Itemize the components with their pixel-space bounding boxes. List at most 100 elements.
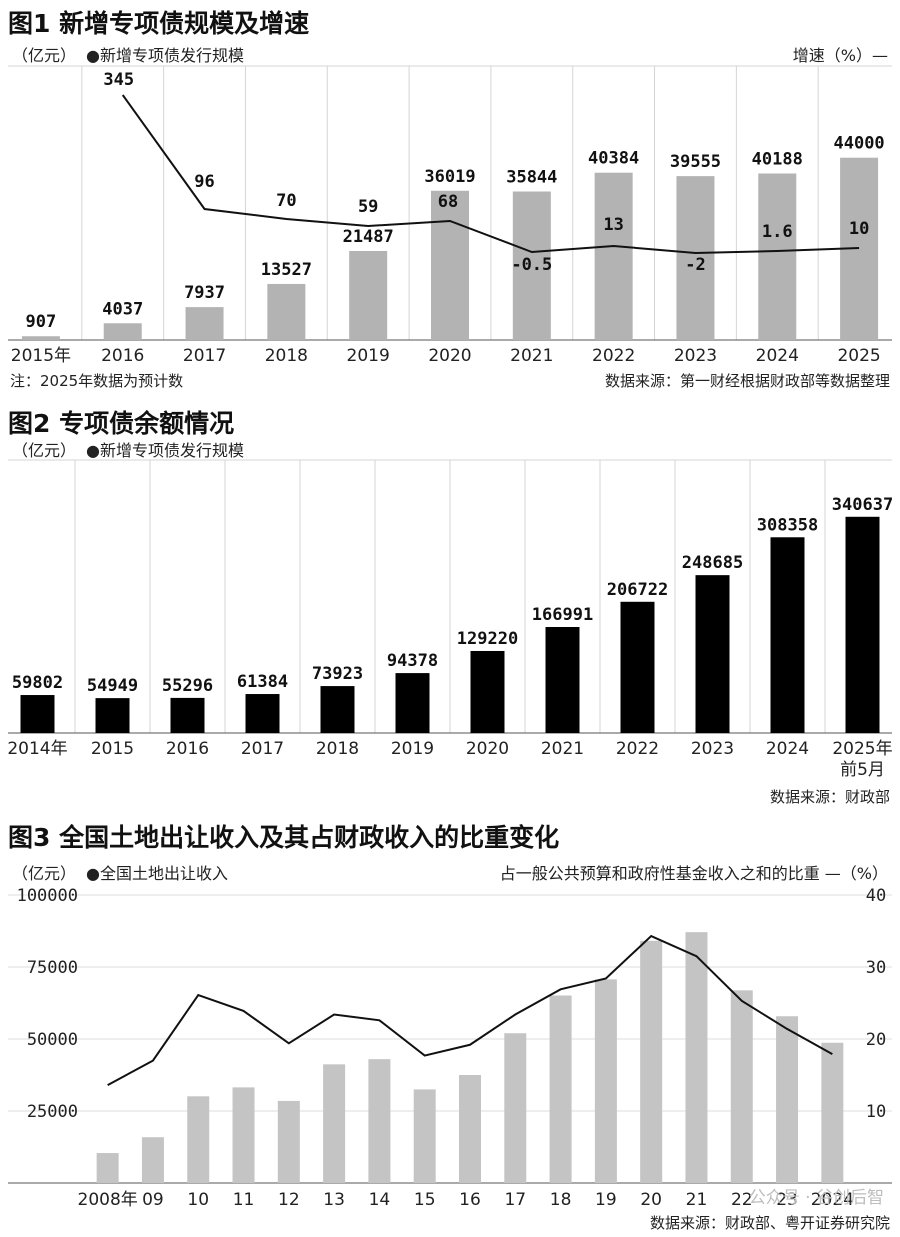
chart1-rate-label: 59 <box>358 197 378 217</box>
chart2-bar-2023 <box>695 575 730 733</box>
chart3-bar-09 <box>141 1137 164 1183</box>
chart1-bar-label: 40384 <box>588 149 639 169</box>
chart3-y-tick-left: 75000 <box>27 958 78 978</box>
chart2-x-tick: 2018 <box>316 739 359 759</box>
chart3-bar-2024 <box>821 1042 844 1183</box>
chart3-bar-19 <box>594 979 617 1183</box>
chart3-bar-14 <box>368 1059 391 1183</box>
chart2-bar-label: 55296 <box>162 676 213 696</box>
chart3-bar-21 <box>685 932 708 1183</box>
chart1-x-tick: 2015年 <box>11 346 71 366</box>
chart2-bar-label: 166991 <box>532 605 593 625</box>
chart3-x-tick: 15 <box>414 1190 436 1210</box>
chart3-x-tick: 17 <box>504 1190 526 1210</box>
chart1-x-tick: 2018 <box>265 346 308 366</box>
chart2-bar-2018 <box>320 686 355 733</box>
chart3-x-tick: 20 <box>640 1190 662 1210</box>
chart2-x-tick: 2025年 <box>832 739 892 759</box>
chart2-bar-2025年 <box>845 516 880 733</box>
chart3-y-tick-left: 50000 <box>27 1030 78 1050</box>
chart3-bar-18 <box>549 995 572 1183</box>
chart1-bar-2020 <box>431 190 469 340</box>
chart3-x-tick: 2008年 <box>78 1190 138 1210</box>
chart2-source: 数据来源：财政部 <box>769 788 890 806</box>
chart2-bar-2017 <box>245 694 280 733</box>
chart1-legend: ●新增专项债发行规模 <box>86 46 244 65</box>
chart3-bar-10 <box>187 1096 210 1183</box>
chart3-bar-16 <box>459 1075 481 1183</box>
chart1-bar-2015年 <box>21 336 60 340</box>
chart2-bar-label: 206722 <box>607 580 668 600</box>
chart3-x-tick: 13 <box>323 1190 345 1210</box>
chart1-x-tick: 2017 <box>183 346 226 366</box>
chart1-bar-label: 907 <box>26 312 57 332</box>
chart1-bar-label: 13527 <box>261 260 312 280</box>
chart2-bar-label: 54949 <box>87 676 138 696</box>
chart1-x-tick: 2021 <box>510 346 553 366</box>
chart2-bar-2021 <box>545 627 580 733</box>
chart3-y-tick-right: 40 <box>866 886 886 906</box>
chart1-x-tick: 2025 <box>837 346 880 366</box>
chart2-x-tick: 2017 <box>241 739 284 759</box>
chart3-legend: ●全国土地出让收入 <box>86 864 228 883</box>
chart1-rate-label: 13 <box>603 215 623 235</box>
chart3-x-tick: 16 <box>459 1190 481 1210</box>
chart2-bar-2020 <box>470 650 505 733</box>
chart3-x-tick: 18 <box>550 1190 572 1210</box>
chart3-bar-13 <box>323 1064 346 1183</box>
watermark: 公众号 · 谷创后智 <box>748 1188 884 1208</box>
chart1-bar-2024 <box>758 173 797 340</box>
chart2-bar-label: 73923 <box>312 664 363 684</box>
chart2-bar-label: 308358 <box>757 515 818 535</box>
chart2-x-tick-line2: 前5月 <box>840 760 885 780</box>
chart2-x-tick: 2023 <box>691 739 734 759</box>
chart1-unit-left: （亿元） <box>12 46 77 65</box>
chart1-bar-label: 36019 <box>424 167 475 187</box>
chart1-bar-2017 <box>185 307 224 340</box>
chart3-x-tick: 12 <box>278 1190 300 1210</box>
chart1-rate-label: 70 <box>276 191 296 211</box>
chart1-source: 数据来源：第一财经根据财政部等数据整理 <box>604 372 890 390</box>
chart3-x-tick: 19 <box>595 1190 617 1210</box>
chart2-bar-label: 59802 <box>12 673 63 693</box>
chart1-note: 注：2025年数据为预计数 <box>10 372 184 390</box>
chart3-bar-20 <box>640 940 663 1183</box>
chart1-bar-label: 35844 <box>506 168 557 188</box>
chart3-x-tick: 11 <box>233 1190 255 1210</box>
chart3-bar-12 <box>277 1100 300 1183</box>
chart1-rate-label: 68 <box>438 192 458 212</box>
chart3-unit-right: 占一般公共预算和政府性基金收入之和的比重 —（%） <box>499 864 888 883</box>
chart1-rate-label: 96 <box>194 172 214 192</box>
chart2-x-tick: 2016 <box>166 739 209 759</box>
chart1-rate-label: -2 <box>685 255 705 275</box>
chart3-x-tick: 10 <box>187 1190 209 1210</box>
chart2-x-tick: 2015 <box>91 739 134 759</box>
chart3-bar-17 <box>504 1033 527 1183</box>
chart3-y-tick-right: 30 <box>866 958 886 978</box>
chart1-plot: 907 2015年 4037 2016 7937 2017 13527 2018 21487 20… <box>8 65 892 366</box>
chart1-bar-label: 40188 <box>752 150 803 170</box>
chart3-x-tick: 14 <box>369 1190 391 1210</box>
chart2-title: 图2 专项债余额情况 <box>8 409 235 438</box>
chart3-y-tick-left: 100000 <box>17 886 78 906</box>
chart1-rate-label: -0.5 <box>511 255 552 275</box>
chart1-bar-2018 <box>267 283 306 340</box>
chart2-x-tick: 2020 <box>466 739 509 759</box>
chart1-x-tick: 2020 <box>428 346 471 366</box>
chart2-unit-left: （亿元） <box>12 441 77 460</box>
chart1-rate-label: 10 <box>849 219 869 239</box>
chart2-bar-label: 248685 <box>682 553 743 573</box>
chart2-x-tick: 2014年 <box>7 739 67 759</box>
chart2-bar-label: 94378 <box>387 651 438 671</box>
chart1-bar-label: 21487 <box>343 227 394 247</box>
chart2-bar-2024 <box>770 537 805 733</box>
chart1-title: 图1 新增专项债规模及增速 <box>8 9 310 38</box>
chart1-bar-label: 4037 <box>102 299 143 319</box>
chart3-title: 图3 全国土地出让收入及其占财政收入的比重变化 <box>8 823 560 852</box>
chart1-bar-label: 44000 <box>833 134 884 154</box>
chart3-bar-2008年 <box>96 1153 119 1183</box>
chart2-bar-2022 <box>620 601 655 733</box>
chart3-x-tick: 2024 <box>811 1190 854 1210</box>
chart1-unit-right: 增速（%）— <box>792 46 888 65</box>
